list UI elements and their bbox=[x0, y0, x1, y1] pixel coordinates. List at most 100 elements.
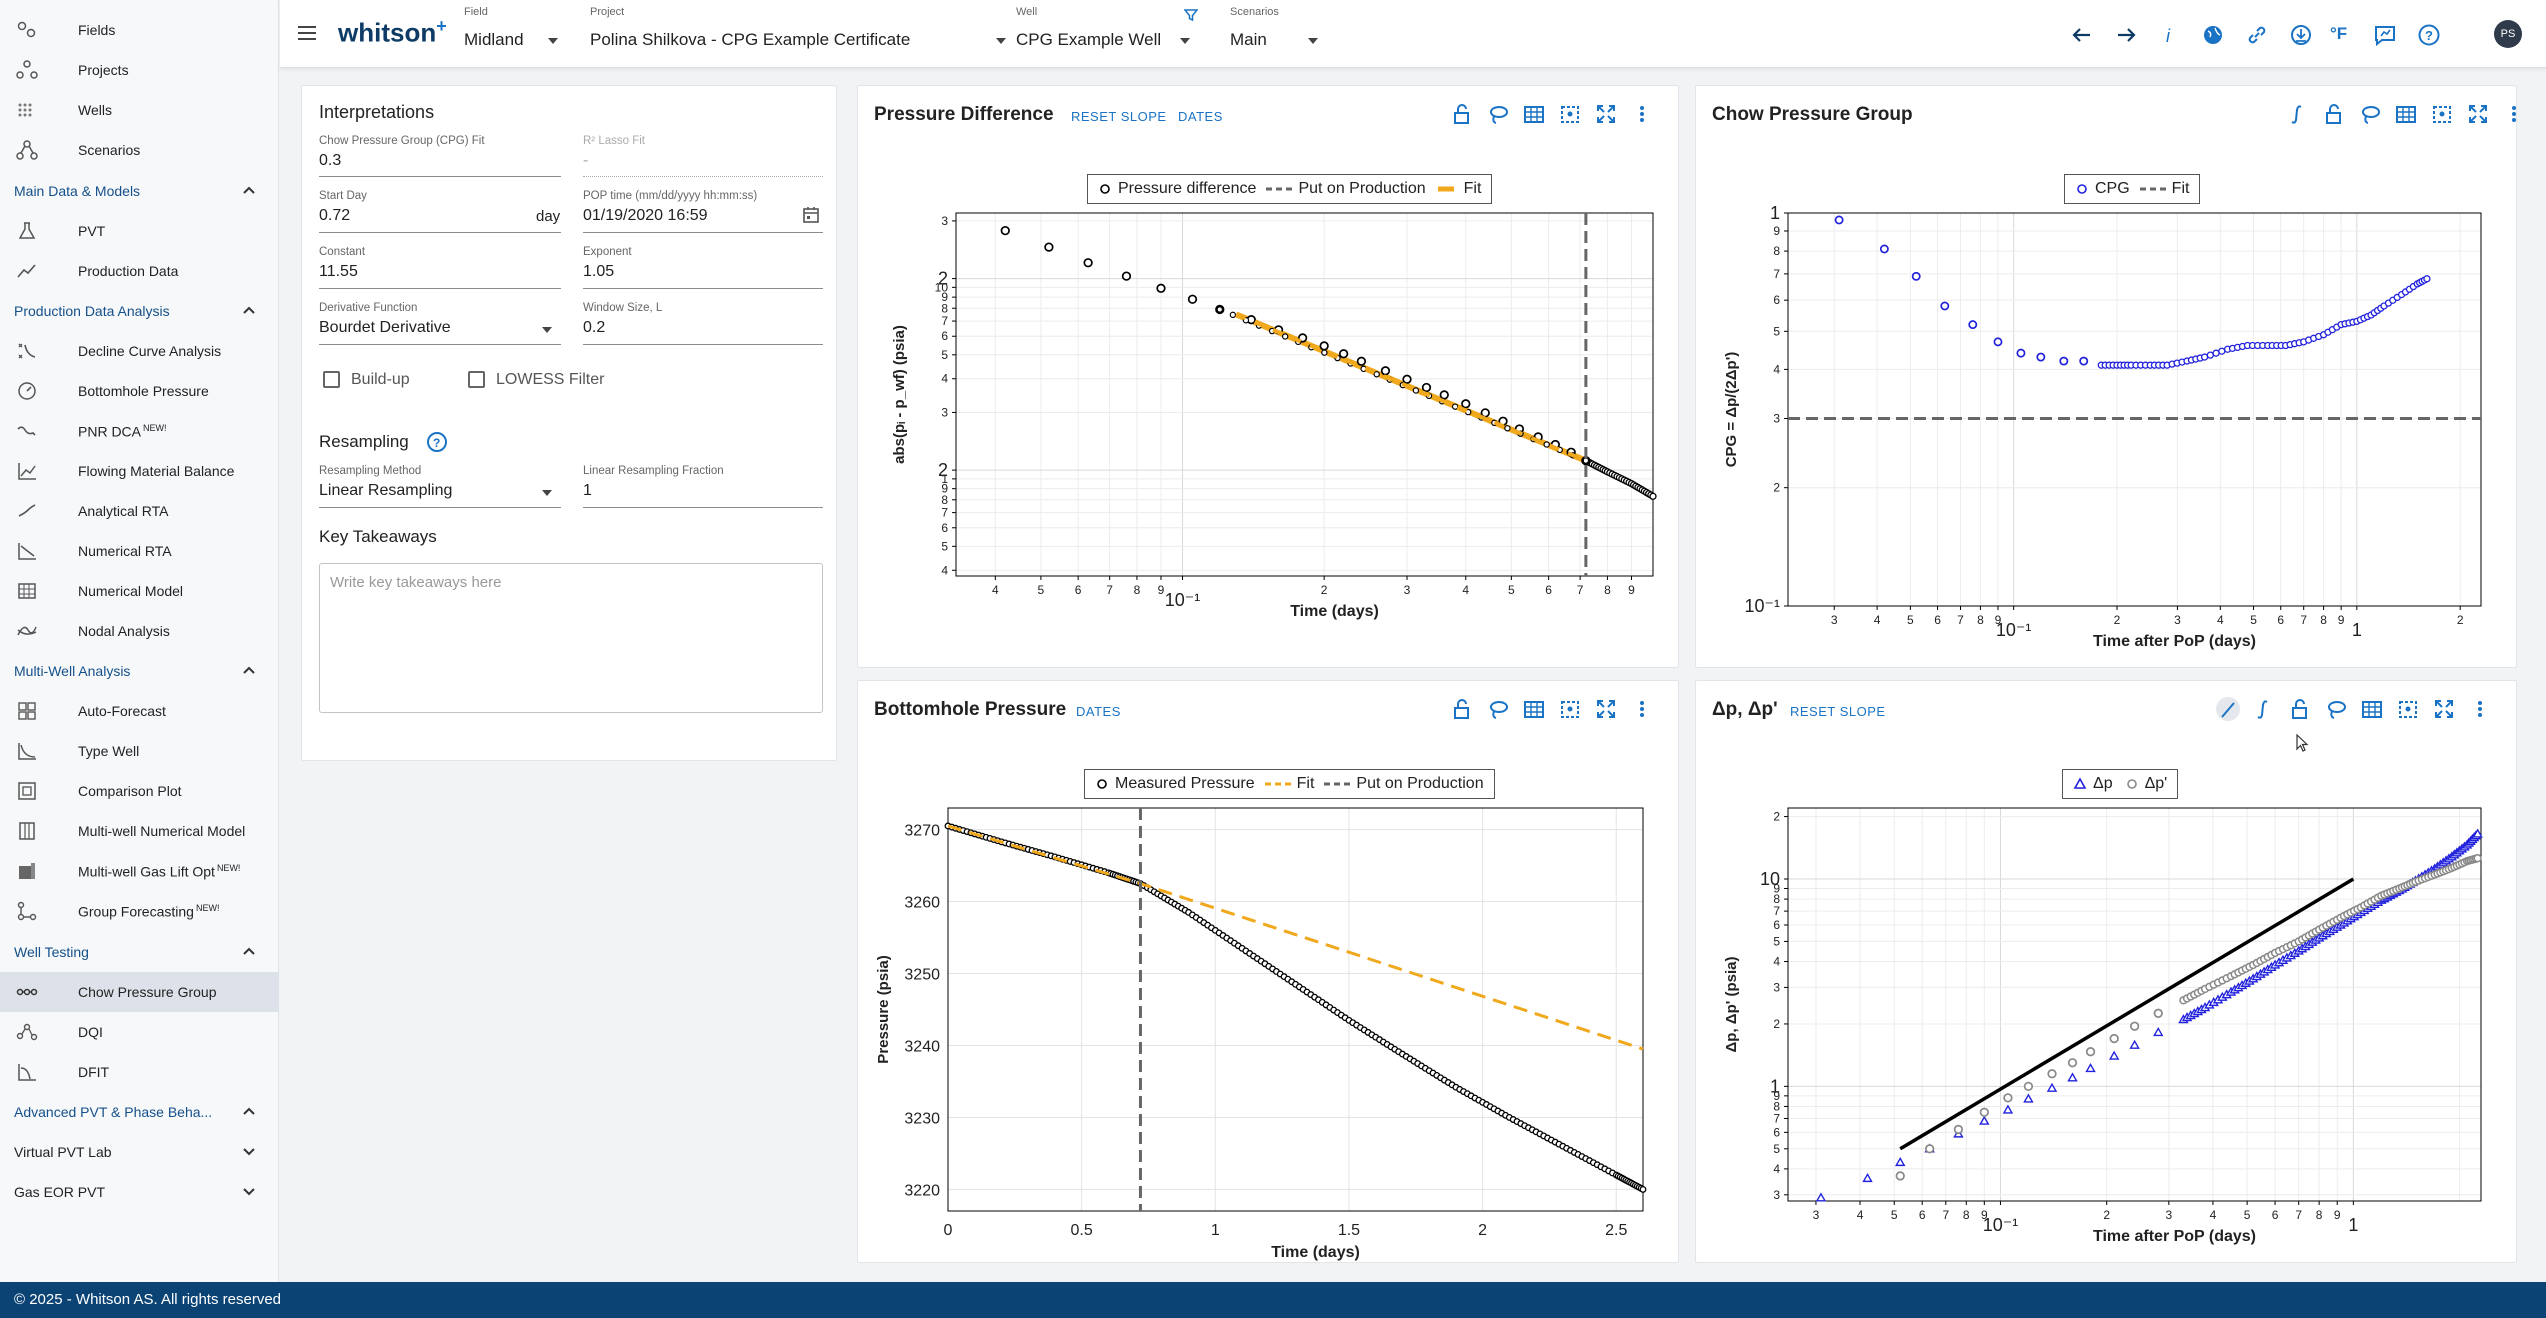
section-main-data-models[interactable]: Main Data & Models bbox=[0, 171, 279, 211]
cpg-fit-field[interactable]: 0.3 bbox=[319, 152, 342, 169]
autoscale-icon[interactable] bbox=[1558, 697, 1582, 721]
pop-time-field[interactable]: 01/19/2020 16:59 bbox=[583, 207, 708, 224]
dates-button[interactable]: DATES bbox=[1076, 704, 1121, 719]
integral-icon[interactable] bbox=[2252, 697, 2276, 721]
globe-icon[interactable] bbox=[2200, 22, 2226, 48]
sidebar-item-scenarios[interactable]: Scenarios bbox=[0, 130, 279, 170]
sidebar-item-flowing-material-balance[interactable]: Flowing Material Balance bbox=[0, 451, 279, 491]
sidebar-item-numerical-model[interactable]: Numerical Model bbox=[0, 571, 279, 611]
table-icon[interactable] bbox=[1522, 102, 1546, 126]
slope-icon[interactable] bbox=[2216, 697, 2240, 721]
sidebar-item-wells[interactable]: Wells bbox=[0, 90, 279, 130]
lasso-icon[interactable] bbox=[1486, 697, 1510, 721]
window-size-field[interactable]: 0.2 bbox=[583, 319, 606, 336]
section-multi-well-analysis[interactable]: Multi-Well Analysis bbox=[0, 651, 279, 691]
dates-button[interactable]: DATES bbox=[1178, 109, 1223, 124]
sidebar-item-decline-curve-analysis[interactable]: Decline Curve Analysis bbox=[0, 331, 279, 371]
more-vert-icon[interactable] bbox=[1630, 697, 1654, 721]
exponent-field[interactable]: 1.05 bbox=[583, 263, 615, 280]
new-badge: NEW! bbox=[143, 423, 167, 433]
lock-open-icon[interactable] bbox=[1450, 697, 1474, 721]
table-icon[interactable] bbox=[2394, 102, 2418, 126]
lasso-icon[interactable] bbox=[2358, 102, 2382, 126]
info-icon[interactable]: i bbox=[2156, 22, 2182, 48]
sidebar-item-bottomhole-pressure[interactable]: Bottomhole Pressure bbox=[0, 371, 279, 411]
pressure-difference-plot[interactable]: 4 5 6 7 8 9 10⁻¹ 2 3 4 5 6 7 8 93210987654321987654Tim… bbox=[858, 86, 1680, 669]
integral-icon[interactable] bbox=[2286, 102, 2310, 126]
sidebar-item-group-forecasting[interactable]: Group Forecasting NEW! bbox=[0, 891, 279, 931]
sidebar-item-multi-well-numerical-model[interactable]: Multi-well Numerical Model bbox=[0, 811, 279, 851]
lock-open-icon[interactable] bbox=[2322, 102, 2346, 126]
project-select[interactable]: Project Polina Shilkova - CPG Example Ce… bbox=[590, 6, 1010, 56]
constant-field[interactable]: 11.55 bbox=[319, 263, 358, 280]
well-select[interactable]: Well CPG Example Well bbox=[1016, 6, 1198, 56]
section-gas-eor-pvt[interactable]: Gas EOR PVT bbox=[0, 1172, 279, 1212]
delta-p-plot[interactable]: 3 4 5 6 7 8 910⁻¹ 2 3 4 5 6 7 8 9 12109876543219876543T… bbox=[1696, 681, 2518, 1264]
section-production-data-analysis[interactable]: Production Data Analysis bbox=[0, 291, 279, 331]
lasso-icon[interactable] bbox=[1486, 102, 1510, 126]
filter-icon[interactable] bbox=[1184, 8, 1198, 22]
fullscreen-icon[interactable] bbox=[1594, 102, 1618, 126]
fullscreen-icon[interactable] bbox=[1594, 697, 1618, 721]
section-advanced-pvt[interactable]: Advanced PVT & Phase Beha... bbox=[0, 1092, 279, 1132]
sidebar-item-auto-forecast[interactable]: Auto-Forecast bbox=[0, 691, 279, 731]
sidebar-item-multi-well-gas-lift-opt[interactable]: Multi-well Gas Lift Opt NEW! bbox=[0, 851, 279, 891]
brand-logo[interactable]: whitson+ bbox=[338, 16, 447, 49]
sidebar-item-fields[interactable]: Fields bbox=[0, 10, 279, 50]
lock-open-icon[interactable] bbox=[1450, 102, 1474, 126]
forward-arrow-icon[interactable] bbox=[2113, 22, 2139, 48]
fullscreen-icon[interactable] bbox=[2466, 102, 2490, 126]
reset-slope-button[interactable]: RESET SLOPE bbox=[1790, 704, 1886, 719]
download-icon[interactable] bbox=[2288, 22, 2314, 48]
lowess-checkbox[interactable] bbox=[468, 371, 485, 388]
sidebar-item-pvt[interactable]: PVT bbox=[0, 211, 279, 251]
reset-slope-button[interactable]: RESET SLOPE bbox=[1071, 109, 1167, 124]
help-icon[interactable]: ? bbox=[426, 431, 448, 453]
table-icon[interactable] bbox=[1522, 697, 1546, 721]
bottomhole-pressure-plot[interactable]: 0 0.5 1 1.5 2 2.5 3270 3260 3250 3240 3230 3220 Time… bbox=[858, 681, 1680, 1264]
autoscale-icon[interactable] bbox=[2396, 697, 2420, 721]
autoscale-icon[interactable] bbox=[1558, 102, 1582, 126]
resampling-method-select[interactable]: Linear Resampling bbox=[319, 482, 453, 499]
sidebar-item-comparison-plot[interactable]: Comparison Plot bbox=[0, 771, 279, 811]
link-icon[interactable] bbox=[2244, 22, 2270, 48]
key-takeaways-input[interactable] bbox=[319, 563, 823, 713]
x-tick-label: 5 bbox=[1038, 583, 1045, 597]
autoscale-icon[interactable] bbox=[2430, 102, 2454, 126]
feedback-icon[interactable] bbox=[2372, 22, 2398, 48]
more-vert-icon[interactable] bbox=[2468, 697, 2492, 721]
scenario-select[interactable]: Scenarios Main bbox=[1230, 6, 1340, 56]
unit-toggle[interactable]: °F bbox=[2330, 24, 2348, 43]
lasso-icon[interactable] bbox=[2324, 697, 2348, 721]
lock-open-icon[interactable] bbox=[2288, 697, 2312, 721]
back-arrow-icon[interactable] bbox=[2069, 22, 2095, 48]
more-vert-icon[interactable] bbox=[2502, 102, 2526, 126]
start-day-field[interactable]: 0.72 bbox=[319, 207, 351, 224]
avatar[interactable]: PS bbox=[2494, 20, 2522, 48]
fullscreen-icon[interactable] bbox=[2432, 697, 2456, 721]
table-icon[interactable] bbox=[2360, 697, 2384, 721]
menu-icon[interactable] bbox=[296, 24, 318, 42]
field-select[interactable]: Field Midland bbox=[464, 6, 564, 56]
resampling-method-label: Resampling Method bbox=[319, 465, 422, 477]
section-well-testing[interactable]: Well Testing bbox=[0, 932, 279, 972]
sidebar-item-analytical-rta[interactable]: Analytical RTA bbox=[0, 491, 279, 531]
sidebar-item-numerical-rta[interactable]: Numerical RTA bbox=[0, 531, 279, 571]
copyright-text: © 2025 - Whitson AS. All rights reserved bbox=[14, 1291, 282, 1308]
sidebar-item-type-well[interactable]: Type Well bbox=[0, 731, 279, 771]
sidebar-item-production-data[interactable]: Production Data bbox=[0, 251, 279, 291]
sidebar-item-pnr-dca[interactable]: PNR DCA NEW! bbox=[0, 411, 279, 451]
sidebar-item-chow-pressure-group[interactable]: Chow Pressure Group bbox=[0, 972, 279, 1012]
section-virtual-pvt-lab[interactable]: Virtual PVT Lab bbox=[0, 1132, 279, 1172]
sidebar-item-dfit[interactable]: DFIT bbox=[0, 1052, 279, 1092]
buildup-checkbox[interactable] bbox=[323, 371, 340, 388]
calendar-icon[interactable] bbox=[802, 206, 820, 224]
resampling-fraction-field[interactable]: 1 bbox=[583, 482, 592, 499]
sidebar-item-dqi[interactable]: DQI bbox=[0, 1012, 279, 1052]
sidebar-item-projects[interactable]: Projects bbox=[0, 50, 279, 90]
derivative-select[interactable]: Bourdet Derivative bbox=[319, 319, 451, 336]
help-icon[interactable]: ? bbox=[2416, 22, 2442, 48]
more-vert-icon[interactable] bbox=[1630, 102, 1654, 126]
sidebar-item-nodal-analysis[interactable]: Nodal Analysis bbox=[0, 611, 279, 651]
